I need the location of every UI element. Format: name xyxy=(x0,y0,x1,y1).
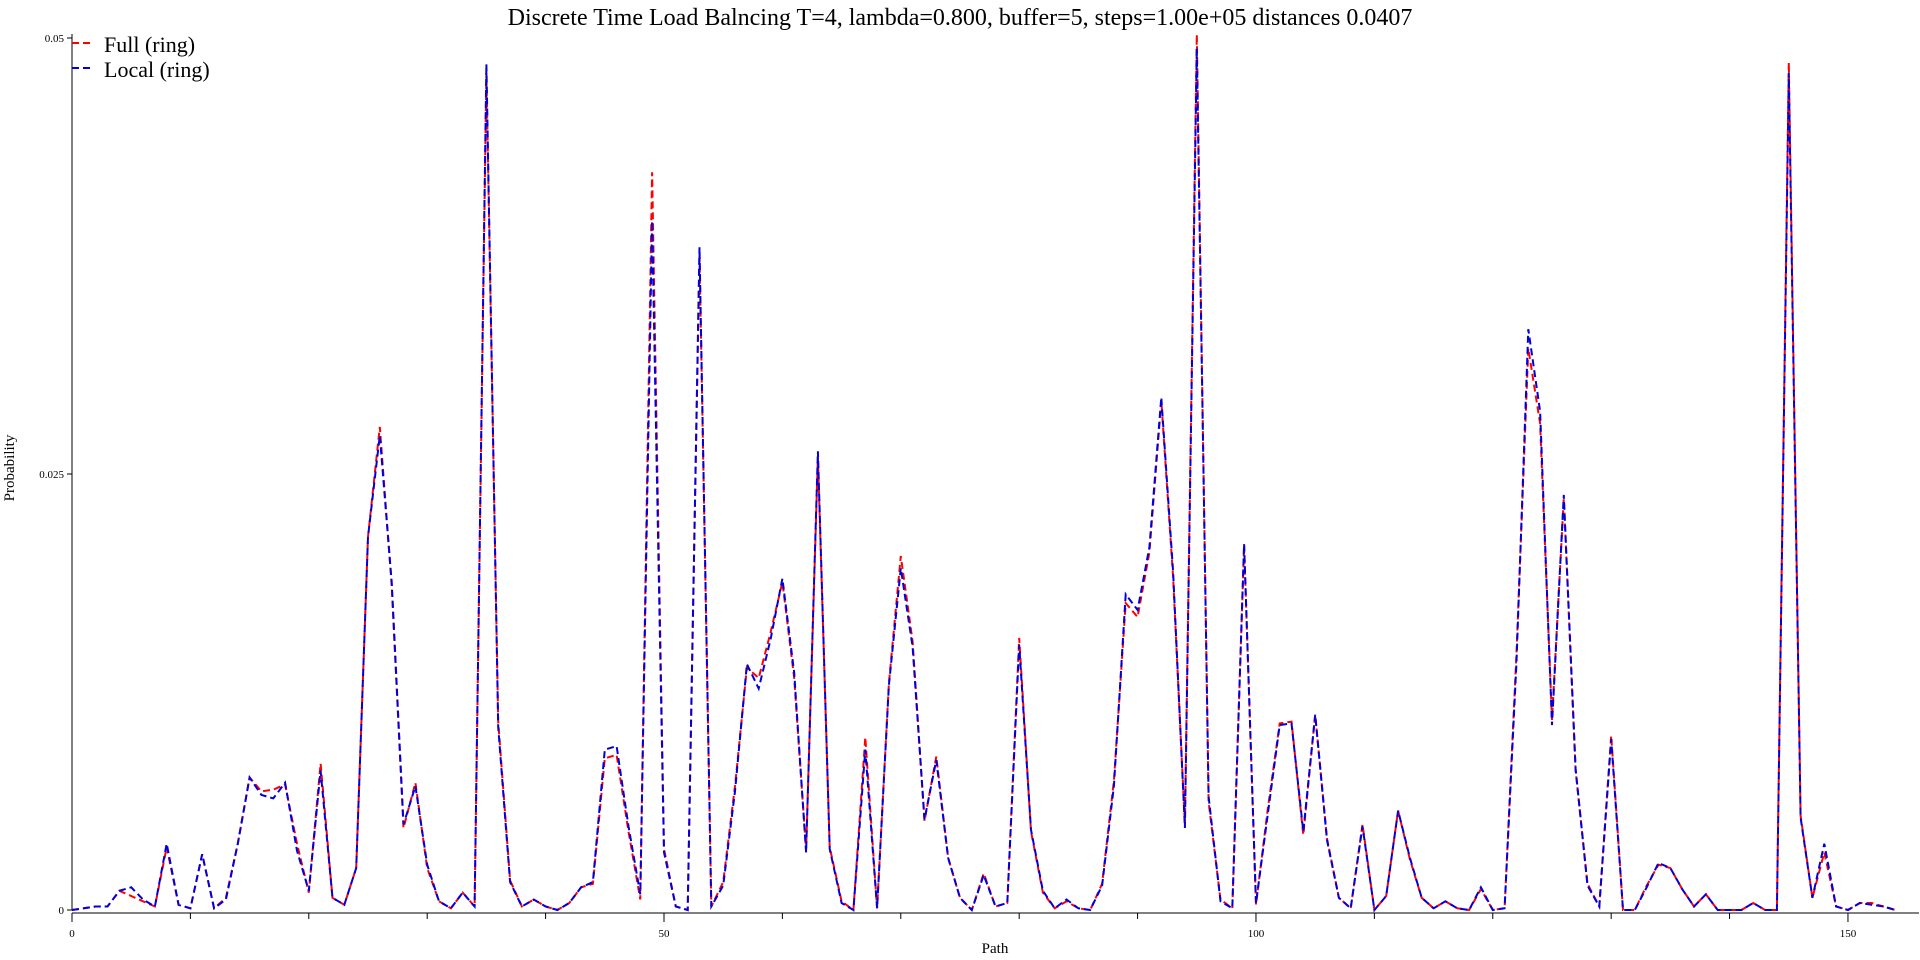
series-line-full-ring xyxy=(71,34,1896,913)
x-axis-label: Path xyxy=(982,941,1009,957)
series-group xyxy=(71,34,1896,913)
x-axis-ticks: 0 50 100 150 xyxy=(69,913,1857,940)
legend-label-full: Full (ring) xyxy=(104,32,195,57)
legend-label-local: Local (ring) xyxy=(104,57,210,82)
y-axis-label: Probability xyxy=(2,434,18,501)
series-line-local-ring xyxy=(71,48,1896,913)
legend-item-full: Full (ring) xyxy=(72,32,195,57)
x-tick-label: 150 xyxy=(1840,928,1857,940)
y-tick-label: 0 xyxy=(59,905,65,917)
plot-area: 0 0.025 0.05 0 50 100 150 xyxy=(39,33,1919,940)
y-axis-ticks: 0 0.025 0.05 xyxy=(39,33,72,917)
y-tick-label: 0.05 xyxy=(45,33,65,45)
x-tick-label: 50 xyxy=(658,928,670,940)
x-tick-label: 100 xyxy=(1248,928,1265,940)
y-tick-label: 0.025 xyxy=(39,469,64,481)
x-tick-label: 0 xyxy=(69,928,75,940)
chart-title: Discrete Time Load Balncing T=4, lambda=… xyxy=(508,5,1413,31)
legend-item-local: Local (ring) xyxy=(72,57,210,82)
legend: Full (ring) Local (ring) xyxy=(72,32,210,82)
